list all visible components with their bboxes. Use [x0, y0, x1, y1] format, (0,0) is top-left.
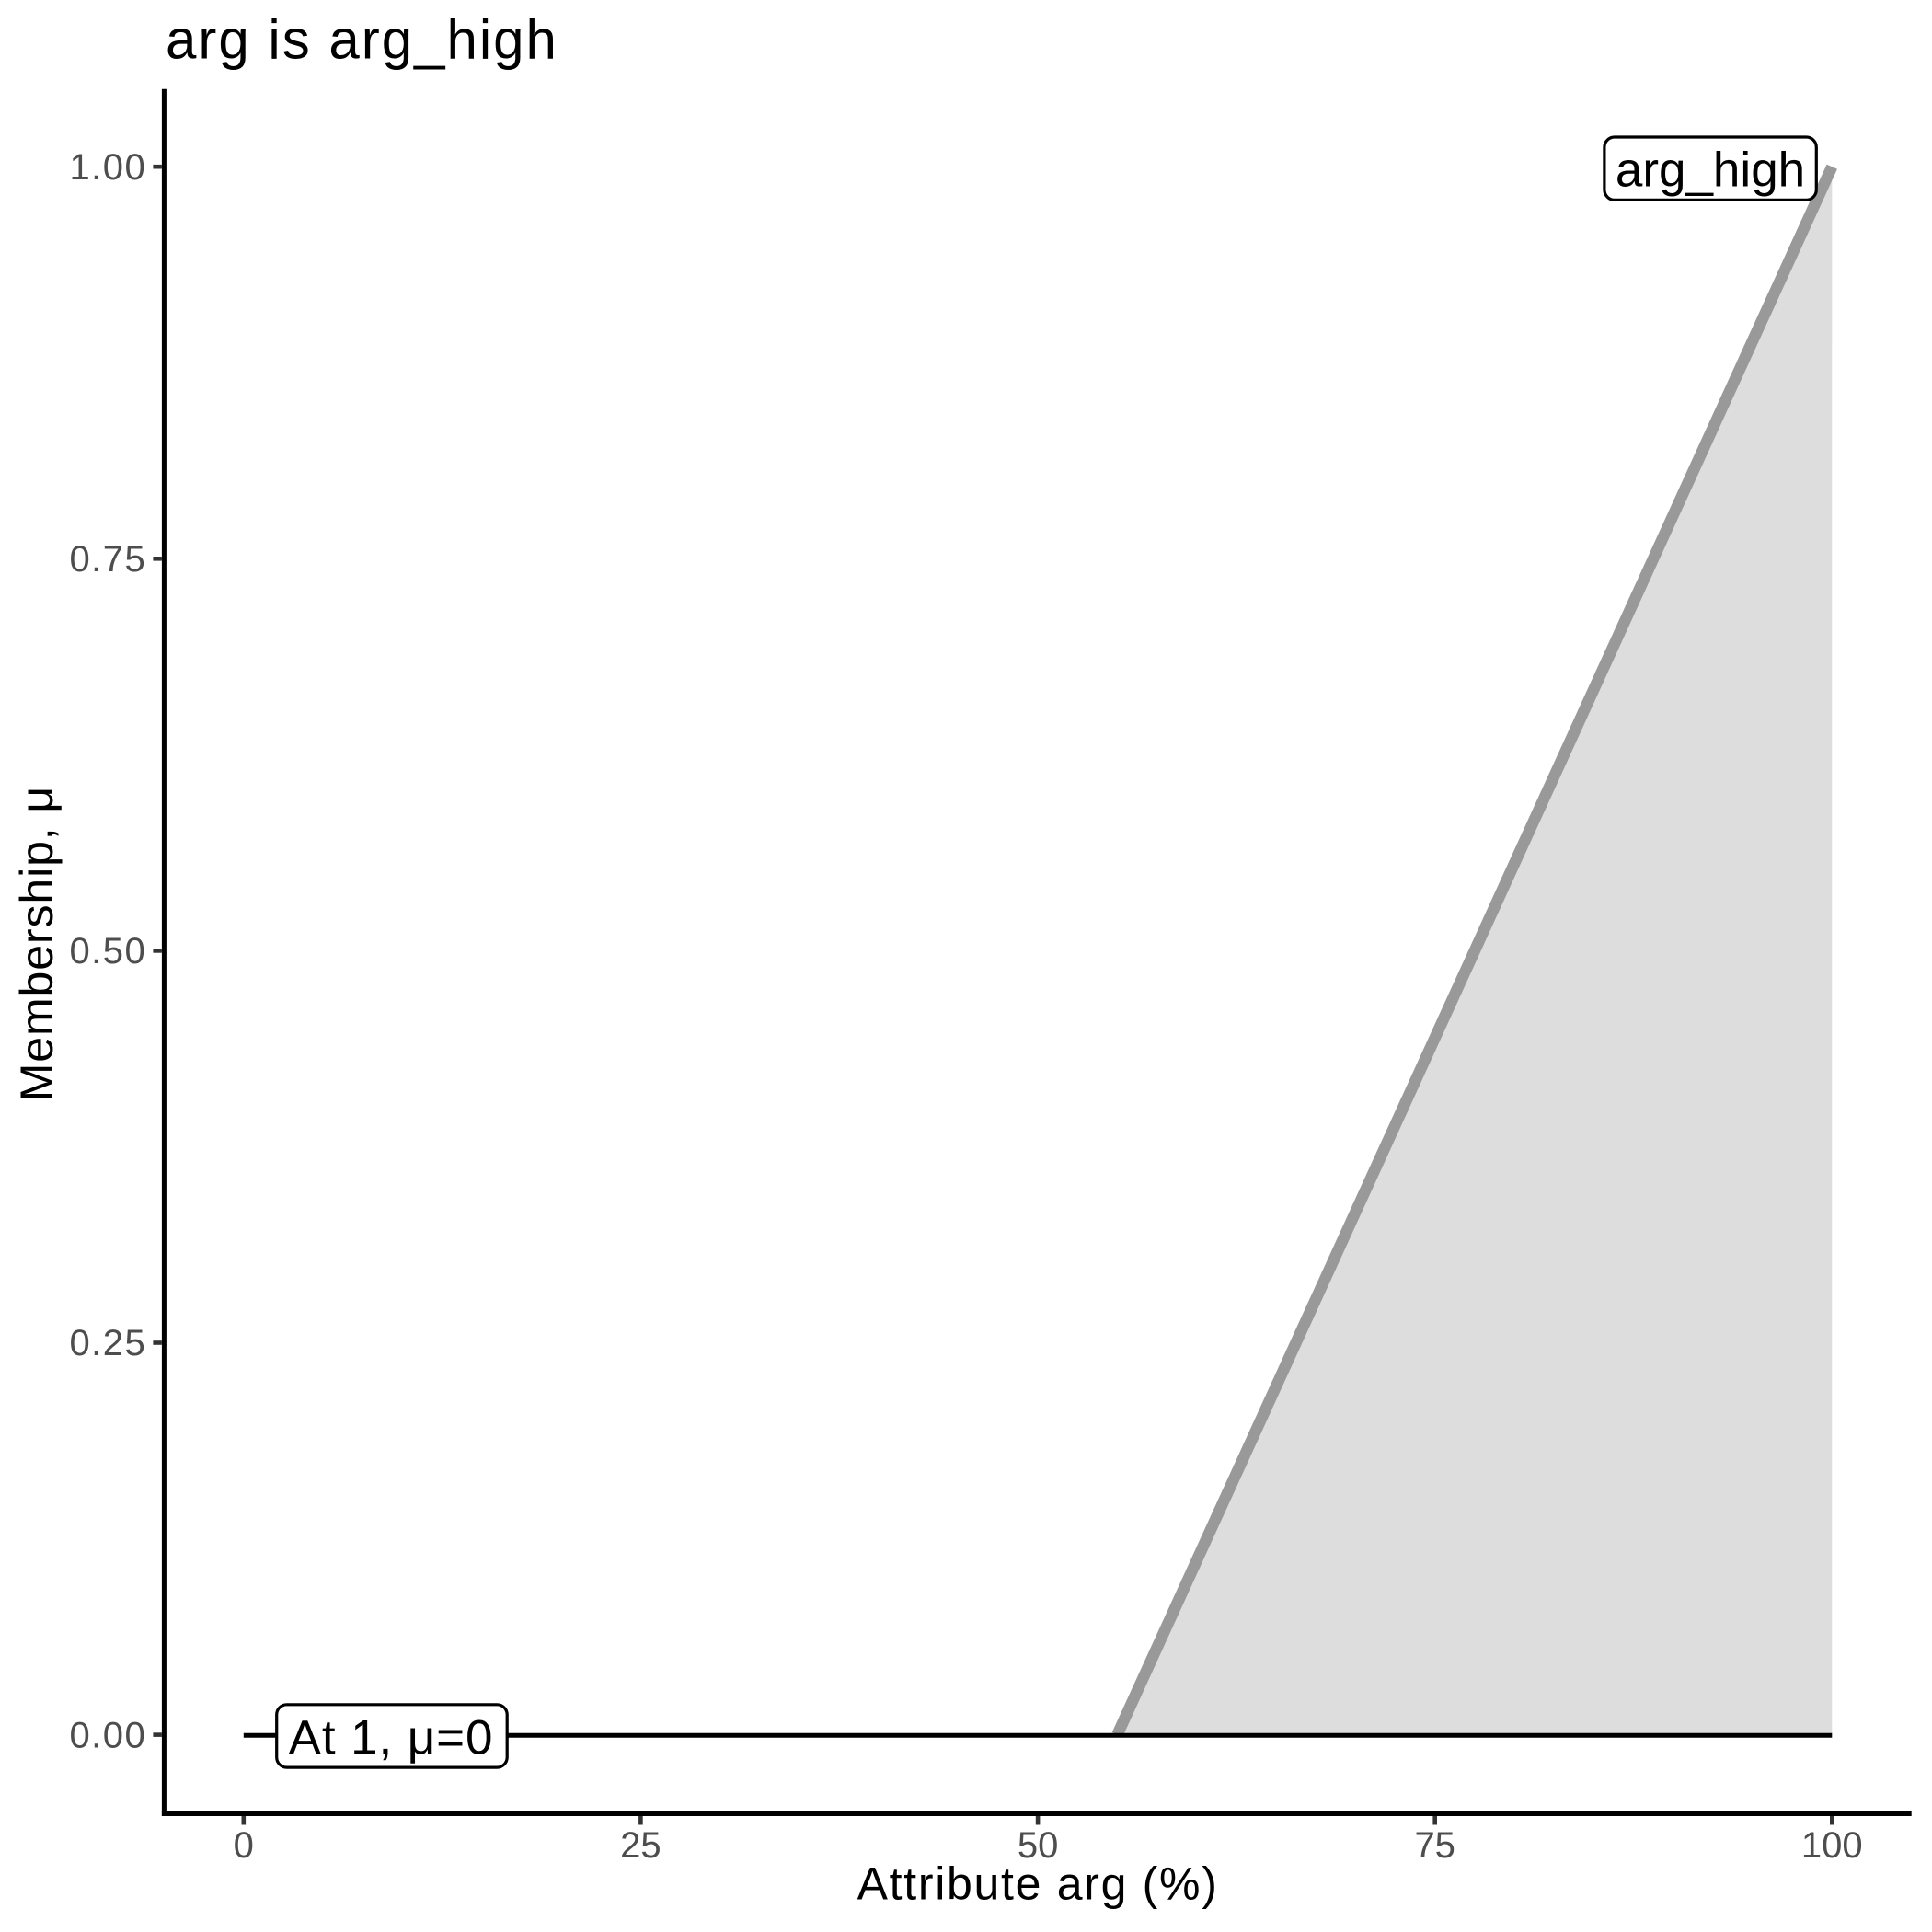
svg-text:Attribute arg (%): Attribute arg (%)	[857, 1857, 1219, 1909]
svg-text:25: 25	[620, 1825, 661, 1866]
svg-text:Membership, μ: Membership, μ	[11, 786, 63, 1101]
svg-text:0.75: 0.75	[69, 539, 146, 580]
svg-text:arg is arg_high: arg is arg_high	[166, 8, 558, 70]
svg-text:0.50: 0.50	[69, 931, 146, 972]
svg-text:50: 50	[1018, 1825, 1059, 1866]
svg-text:0: 0	[234, 1825, 254, 1866]
svg-text:0.25: 0.25	[69, 1323, 146, 1363]
svg-text:0.00: 0.00	[69, 1715, 146, 1755]
svg-text:75: 75	[1414, 1825, 1455, 1866]
svg-text:arg_high: arg_high	[1616, 144, 1805, 198]
svg-text:At 1, μ=0: At 1, μ=0	[289, 1711, 494, 1765]
svg-text:100: 100	[1801, 1825, 1863, 1866]
svg-text:1.00: 1.00	[69, 147, 146, 188]
